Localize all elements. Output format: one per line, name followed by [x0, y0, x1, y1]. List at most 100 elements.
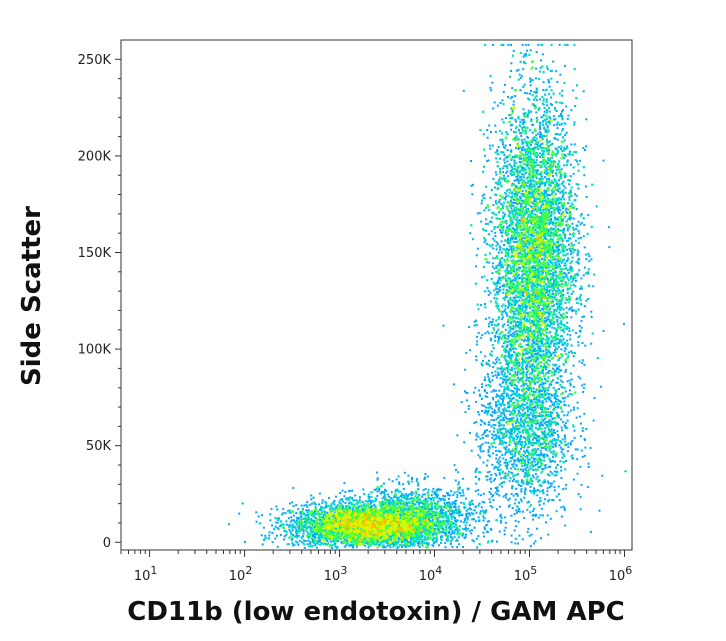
- event-dot: [344, 532, 346, 535]
- event-dot: [378, 538, 381, 541]
- event-dot: [348, 534, 351, 537]
- event-dot: [353, 524, 356, 527]
- event-dot: [369, 529, 372, 532]
- event-dot: [321, 521, 323, 524]
- event-dot: [333, 536, 336, 539]
- event-dot: [358, 505, 361, 508]
- event-dot: [453, 510, 456, 513]
- event-dot: [315, 512, 318, 515]
- event-dot: [402, 516, 405, 519]
- event-dot: [377, 508, 380, 511]
- event-dot: [462, 533, 464, 536]
- event-dot: [298, 529, 301, 532]
- event-dot: [358, 534, 360, 537]
- event-dot: [349, 523, 352, 526]
- event-dot: [471, 499, 474, 502]
- event-dot: [457, 536, 460, 539]
- event-dot: [302, 532, 305, 535]
- event-dot: [400, 536, 403, 539]
- event-dot: [314, 544, 317, 547]
- event-dot: [320, 506, 322, 509]
- event-dot: [307, 525, 310, 528]
- event-dot: [291, 529, 294, 531]
- event-dot: [396, 540, 399, 543]
- event-dot: [389, 546, 392, 549]
- event-dot: [351, 522, 354, 525]
- event-dot: [314, 538, 316, 541]
- event-dot: [316, 531, 319, 534]
- event-dot: [405, 493, 408, 496]
- event-dot: [365, 538, 368, 541]
- event-dot: [465, 514, 468, 517]
- event-dot: [449, 512, 452, 515]
- event-dot: [349, 507, 352, 510]
- event-dot: [311, 520, 314, 523]
- event-dot: [345, 514, 347, 517]
- event-dot: [238, 512, 241, 515]
- event-dot: [398, 481, 400, 484]
- event-dot: [358, 528, 361, 531]
- event-dot: [366, 542, 369, 545]
- event-dot: [325, 533, 328, 536]
- event-dot: [339, 536, 342, 539]
- event-dot: [436, 525, 439, 528]
- event-dot: [421, 502, 424, 505]
- event-dot: [400, 541, 403, 544]
- event-dot: [283, 530, 286, 533]
- event-dot: [340, 521, 343, 524]
- event-dot: [366, 535, 369, 538]
- event-dot: [334, 506, 337, 509]
- event-dot: [288, 536, 291, 539]
- event-dot: [464, 535, 467, 538]
- event-dot: [407, 545, 410, 548]
- event-dot: [335, 514, 338, 517]
- event-dot: [327, 522, 330, 525]
- event-dot: [381, 508, 384, 511]
- event-dot: [470, 532, 473, 535]
- event-dot: [306, 505, 309, 508]
- event-dot: [386, 533, 389, 536]
- event-dot: [356, 517, 358, 520]
- event-dot: [291, 519, 294, 522]
- event-dot: [425, 524, 428, 527]
- event-dot: [255, 511, 258, 514]
- event-dot: [416, 478, 419, 481]
- event-dot: [355, 530, 358, 533]
- event-dot: [388, 519, 391, 522]
- event-dot: [445, 534, 448, 537]
- event-dot: [407, 493, 410, 496]
- event-dot: [322, 521, 325, 524]
- event-dot: [384, 510, 387, 513]
- event-dot: [421, 536, 423, 538]
- event-dot: [375, 543, 378, 546]
- event-dot: [401, 529, 404, 532]
- event-dot: [417, 484, 420, 487]
- event-dot: [324, 501, 327, 503]
- event-dot: [324, 524, 327, 527]
- event-dot: [451, 512, 453, 515]
- event-dot: [295, 512, 298, 514]
- event-dot: [422, 489, 425, 492]
- event-dot: [290, 538, 293, 541]
- event-dot: [391, 542, 394, 545]
- event-dot: [409, 534, 412, 537]
- event-dot: [406, 526, 409, 528]
- event-dot: [364, 544, 367, 547]
- event-dot: [387, 501, 390, 503]
- event-dot: [334, 532, 337, 535]
- event-dot: [368, 532, 371, 535]
- event-dot: [310, 517, 313, 520]
- event-dot: [348, 517, 351, 520]
- event-dot: [360, 537, 363, 539]
- event-dot: [363, 515, 366, 517]
- event-dot: [331, 517, 334, 520]
- event-dot: [443, 520, 446, 523]
- event-dot: [368, 499, 371, 502]
- event-dot: [422, 531, 425, 534]
- event-dot: [402, 540, 405, 543]
- event-dot: [433, 531, 436, 534]
- event-dot: [390, 536, 393, 539]
- event-dot: [333, 499, 336, 502]
- event-dot: [295, 529, 298, 532]
- event-dot: [289, 520, 292, 523]
